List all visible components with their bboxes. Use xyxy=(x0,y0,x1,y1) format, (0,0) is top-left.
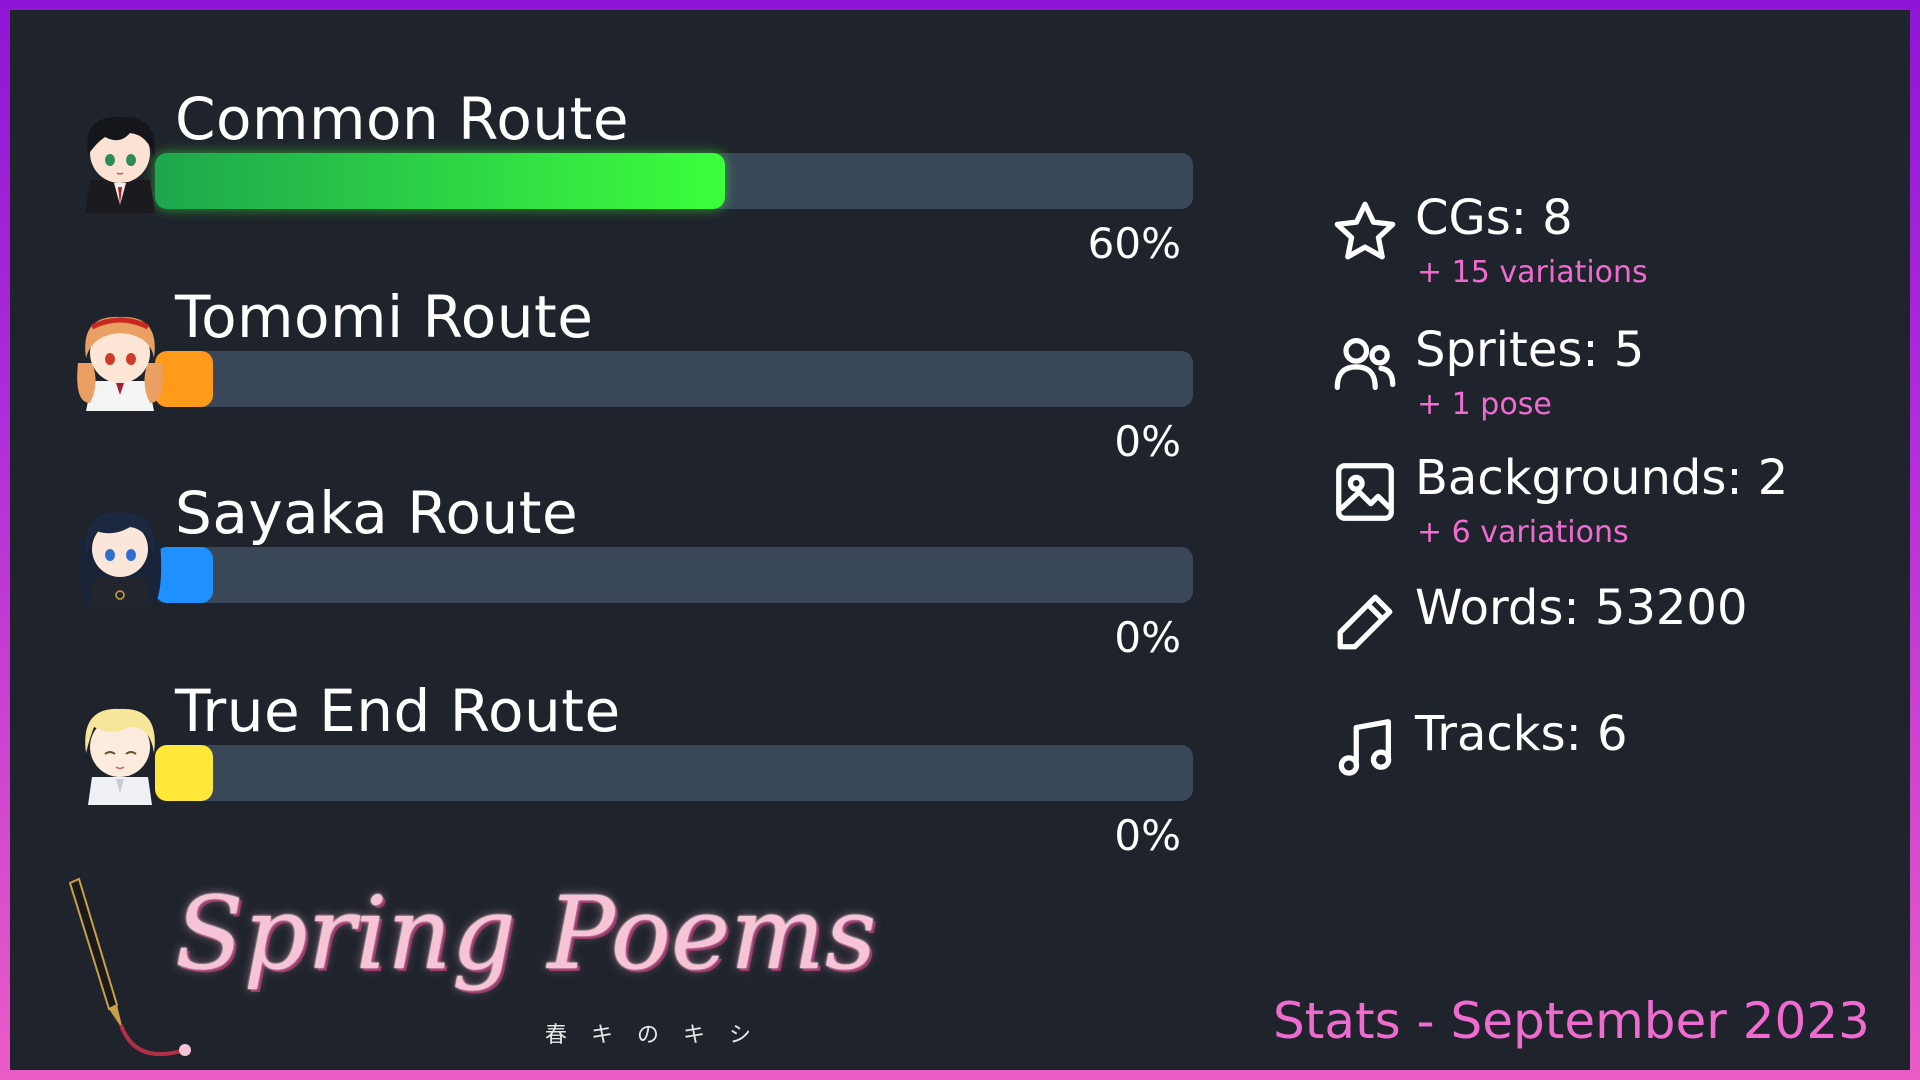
progress-bar-fill xyxy=(155,745,213,801)
route-sayaka: Sayaka Route 0% xyxy=(65,479,1195,662)
pencil-icon xyxy=(1337,594,1393,650)
music-note-icon xyxy=(1338,719,1392,776)
logo-title: Spring Poems xyxy=(175,875,877,992)
route-title: Sayaka Route xyxy=(175,479,579,547)
route-title: Tomomi Route xyxy=(175,283,594,351)
progress-bar-fill xyxy=(155,351,213,407)
stat-sprites: Sprites: 5 + 1 pose xyxy=(1320,317,1880,422)
progress-bar-fill xyxy=(155,153,725,209)
progress-percent: 0% xyxy=(1114,417,1181,466)
logo-subtitle: 春キのキシ xyxy=(545,1023,776,1048)
character-avatar-dark-hair xyxy=(85,116,155,213)
route-true-end: True End Route 0% xyxy=(65,677,1195,860)
progress-percent: 60% xyxy=(1087,219,1181,268)
stats-panel: Common Route 60% Tomomi Route 0% xyxy=(10,10,1910,1070)
progress-bar-track xyxy=(155,153,1193,209)
route-tomomi: Tomomi Route 0% xyxy=(65,283,1195,466)
image-icon xyxy=(1336,463,1394,521)
stat-cgs: CGs: 8 + 15 variations xyxy=(1320,185,1880,290)
character-avatar-blonde-hair xyxy=(85,708,155,805)
stat-label: Backgrounds: 2 xyxy=(1415,450,1789,506)
progress-percent: 0% xyxy=(1114,811,1181,860)
progress-bar-track xyxy=(155,745,1193,801)
fountain-pen-icon xyxy=(68,877,191,1057)
stat-sub: + 6 variations xyxy=(1417,515,1629,550)
people-icon xyxy=(1334,338,1396,390)
route-title: Common Route xyxy=(175,85,630,153)
stat-backgrounds: Backgrounds: 2 + 6 variations xyxy=(1320,445,1880,550)
stat-label: Words: 53200 xyxy=(1415,580,1748,636)
stat-tracks: Tracks: 6 xyxy=(1320,701,1880,801)
progress-bar-track xyxy=(155,547,1193,603)
progress-bar-fill xyxy=(155,547,213,603)
stat-sub: + 1 pose xyxy=(1417,387,1552,422)
progress-bar-track xyxy=(155,351,1193,407)
progress-percent: 0% xyxy=(1114,613,1181,662)
stat-label: Tracks: 6 xyxy=(1415,706,1628,762)
stats-date-label: Stats - September 2023 xyxy=(1273,992,1870,1050)
stat-label: Sprites: 5 xyxy=(1415,322,1645,378)
route-title: True End Route xyxy=(175,677,621,745)
route-common: Common Route 60% xyxy=(65,85,1195,268)
stat-words: Words: 53200 xyxy=(1320,575,1880,675)
stat-label: CGs: 8 xyxy=(1415,190,1573,246)
star-icon xyxy=(1334,201,1396,260)
character-avatar-dark-blue-hair xyxy=(78,512,162,607)
character-avatar-orange-hair xyxy=(77,316,163,411)
game-logo: Spring Poems 春キのキシ xyxy=(65,875,876,1065)
stat-sub: + 15 variations xyxy=(1417,255,1648,290)
